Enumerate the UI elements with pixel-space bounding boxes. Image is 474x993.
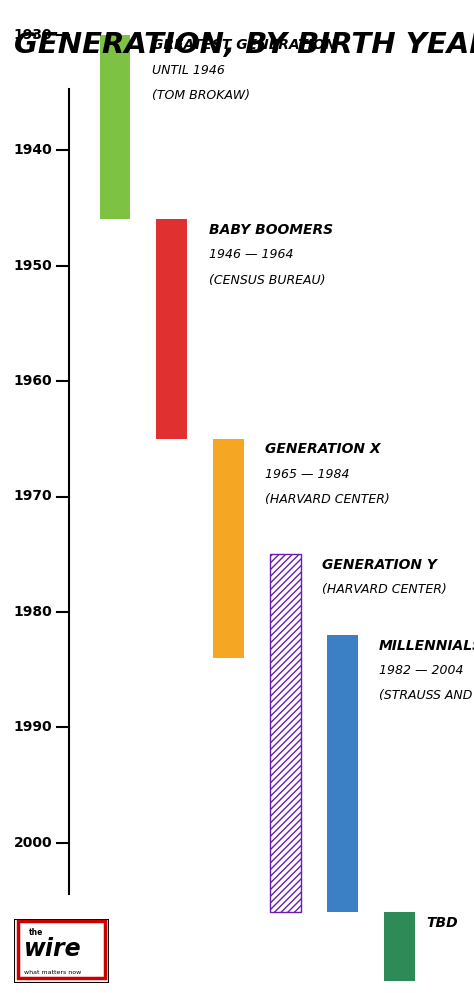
Text: (STRAUSS AND HOWE): (STRAUSS AND HOWE) — [379, 689, 474, 702]
Text: (HARVARD CENTER): (HARVARD CENTER) — [265, 494, 390, 506]
Text: GENERATION X: GENERATION X — [265, 442, 381, 456]
Text: MILLENNIALS: MILLENNIALS — [379, 638, 474, 652]
Text: (TOM BROKAW): (TOM BROKAW) — [152, 89, 250, 102]
Text: 1980: 1980 — [13, 605, 52, 619]
Bar — [327, 636, 358, 913]
Text: 1930: 1930 — [14, 28, 52, 42]
Text: what matters now: what matters now — [24, 970, 81, 975]
Bar — [270, 554, 301, 913]
Text: (CENSUS BUREAU): (CENSUS BUREAU) — [209, 274, 325, 287]
Text: 1965 — 1984: 1965 — 1984 — [265, 468, 350, 481]
Text: 1940: 1940 — [13, 143, 52, 157]
Bar — [100, 35, 130, 219]
Text: GREATEST GENERATION: GREATEST GENERATION — [152, 38, 336, 52]
Text: 1950: 1950 — [13, 258, 52, 272]
Bar — [156, 219, 187, 439]
Bar — [270, 554, 301, 913]
Bar — [18, 922, 105, 978]
Text: the: the — [28, 928, 43, 937]
Text: (HARVARD CENTER): (HARVARD CENTER) — [322, 583, 447, 596]
Bar — [213, 439, 244, 658]
Text: 1960: 1960 — [14, 374, 52, 388]
Text: TBD: TBD — [427, 916, 458, 929]
Text: 1970: 1970 — [14, 490, 52, 503]
Text: UNTIL 1946: UNTIL 1946 — [152, 64, 225, 76]
Bar — [384, 913, 415, 981]
Text: 2000: 2000 — [14, 836, 52, 850]
Text: GENERATION, BY BIRTH YEAR: GENERATION, BY BIRTH YEAR — [14, 31, 474, 59]
Text: 1982 — 2004: 1982 — 2004 — [379, 664, 464, 677]
Text: GENERATION Y: GENERATION Y — [322, 558, 437, 572]
Text: 1946 — 1964: 1946 — 1964 — [209, 248, 293, 261]
Text: wire: wire — [24, 936, 82, 960]
Text: BABY BOOMERS: BABY BOOMERS — [209, 222, 333, 237]
Text: 1990: 1990 — [14, 721, 52, 735]
